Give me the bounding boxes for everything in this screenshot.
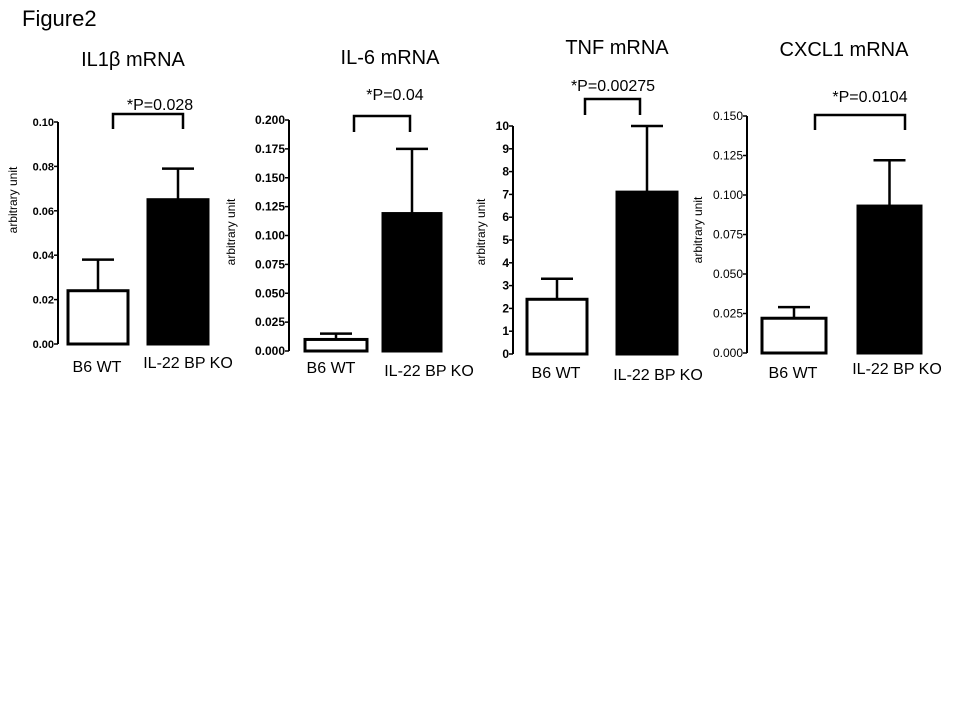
- y-tick-label: 0.025: [255, 315, 285, 329]
- p-value-annotation: *P=0.00275: [571, 78, 655, 95]
- significance-bracket: [813, 113, 907, 130]
- chart-title: IL1β mRNA: [81, 49, 185, 71]
- significance-bracket: [583, 97, 642, 115]
- category-label: B6 WT: [307, 360, 356, 377]
- y-tick-label: 5: [502, 233, 509, 247]
- y-axis-label: arbitrary unit: [691, 196, 705, 263]
- bar: [66, 289, 130, 346]
- y-tick-label: 3: [502, 279, 509, 293]
- chart-title: IL-6 mRNA: [341, 47, 441, 69]
- y-tick-label: 0: [502, 347, 509, 361]
- y-tick-label: 0.050: [255, 286, 285, 300]
- y-tick-label: 0.08: [33, 161, 54, 173]
- y-tick-label: 2: [502, 301, 509, 315]
- category-label: B6 WT: [73, 359, 122, 376]
- chart-panel-3: TNF mRNA arbitrary unit 0 1 2 3 4 5 6 7 8 9 10 B6 WT I…: [474, 37, 703, 384]
- category-label: IL-22 BP KO: [143, 355, 233, 372]
- category-label: IL-22 BP KO: [384, 363, 474, 380]
- category-label: B6 WT: [769, 365, 818, 382]
- category-label: IL-22 BP KO: [613, 367, 703, 384]
- y-axis-label: arbitrary unit: [6, 166, 20, 233]
- chart-panel-2: IL-6 mRNA arbitrary unit 0.000 0.025 0.050 0.…: [224, 47, 474, 380]
- figure-title: Figure2: [22, 6, 97, 31]
- y-tick-label: 0.06: [33, 206, 54, 218]
- chart-panel-4: CXCL1 mRNA arbitrary unit 0.000 0.025 0.050 0…: [691, 39, 942, 382]
- y-axis-label: arbitrary unit: [224, 198, 238, 265]
- bar: [381, 212, 443, 353]
- chart-title: CXCL1 mRNA: [780, 39, 910, 61]
- bar: [525, 297, 589, 356]
- y-tick-label: 0.100: [255, 229, 285, 243]
- y-tick-label: 10: [496, 119, 510, 133]
- y-tick-label: 9: [502, 142, 509, 156]
- y-tick-label: 0.150: [255, 171, 285, 185]
- y-tick-label: 0.10: [33, 117, 54, 129]
- y-tick-label: 0.075: [255, 257, 285, 271]
- y-tick-label: 0.150: [713, 109, 743, 123]
- category-label: IL-22 BP KO: [852, 361, 942, 378]
- y-axis-label: arbitrary unit: [474, 198, 488, 265]
- y-tick-label: 0.00: [33, 339, 54, 351]
- chart-panel-1: IL1β mRNA arbitrary unit 0.00 0.02 0.04 0.06 0…: [6, 49, 233, 376]
- bar: [146, 198, 210, 346]
- bar: [303, 337, 369, 353]
- y-tick-label: 0.175: [255, 142, 285, 156]
- y-tick-label: 8: [502, 165, 509, 179]
- y-tick-label: 7: [502, 187, 509, 201]
- y-tick-label: 4: [502, 256, 509, 270]
- p-value-annotation: *P=0.04: [366, 87, 423, 104]
- y-tick-label: 0.200: [255, 113, 285, 127]
- category-label: B6 WT: [532, 365, 581, 382]
- bar: [615, 190, 679, 356]
- p-value-annotation: *P=0.028: [127, 97, 193, 114]
- y-tick-label: 0.000: [255, 344, 285, 358]
- y-tick-label: 0.02: [33, 295, 54, 307]
- bar: [760, 316, 828, 355]
- significance-bracket: [111, 112, 185, 129]
- y-tick-label: 1: [502, 324, 509, 338]
- p-value-annotation: *P=0.0104: [832, 89, 907, 106]
- chart-title: TNF mRNA: [565, 37, 669, 59]
- y-tick-label: 0.125: [713, 149, 743, 163]
- y-tick-label: 0.04: [33, 250, 55, 262]
- y-tick-label: 0.000: [713, 346, 743, 360]
- y-tick-label: 0.050: [713, 267, 743, 281]
- y-tick-label: 0.125: [255, 200, 285, 214]
- y-tick-label: 0.075: [713, 228, 743, 242]
- y-tick-label: 0.025: [713, 307, 743, 321]
- y-tick-label: 0.100: [713, 188, 743, 202]
- bar: [856, 204, 923, 355]
- y-tick-label: 6: [502, 210, 509, 224]
- significance-bracket: [352, 114, 412, 132]
